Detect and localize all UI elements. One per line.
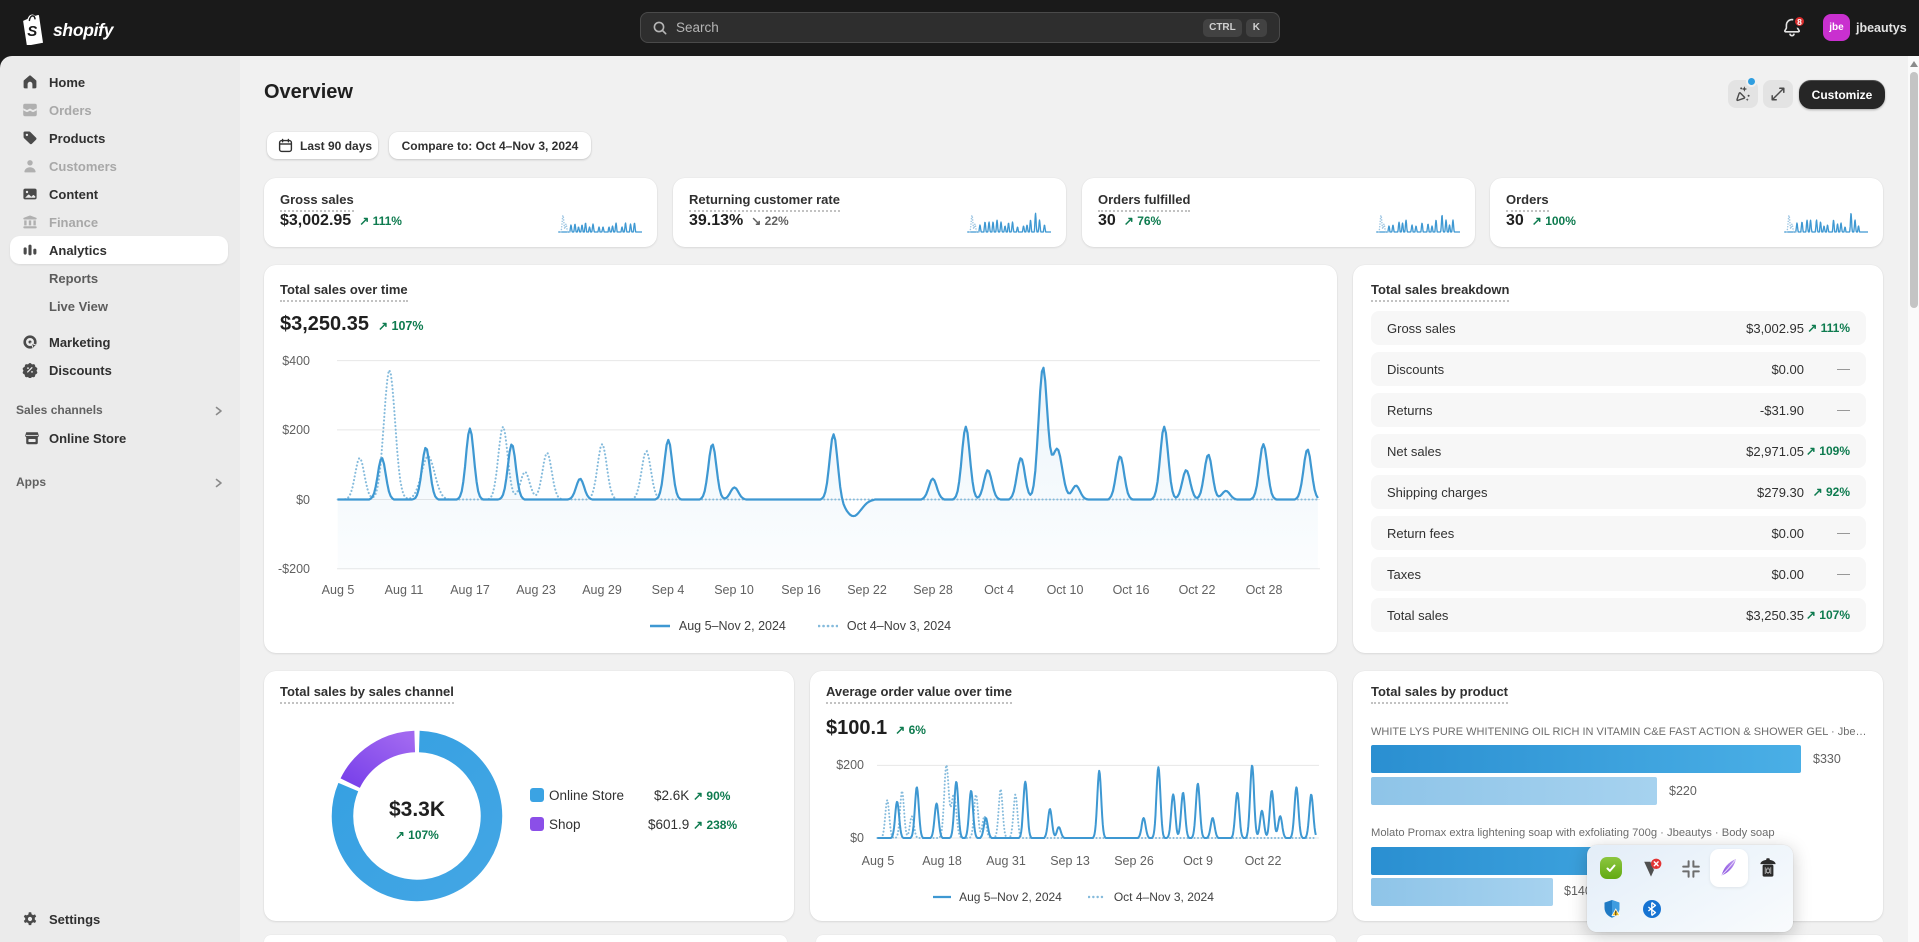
svg-text:S: S (27, 23, 37, 40)
svg-text:shopify: shopify (53, 20, 115, 40)
